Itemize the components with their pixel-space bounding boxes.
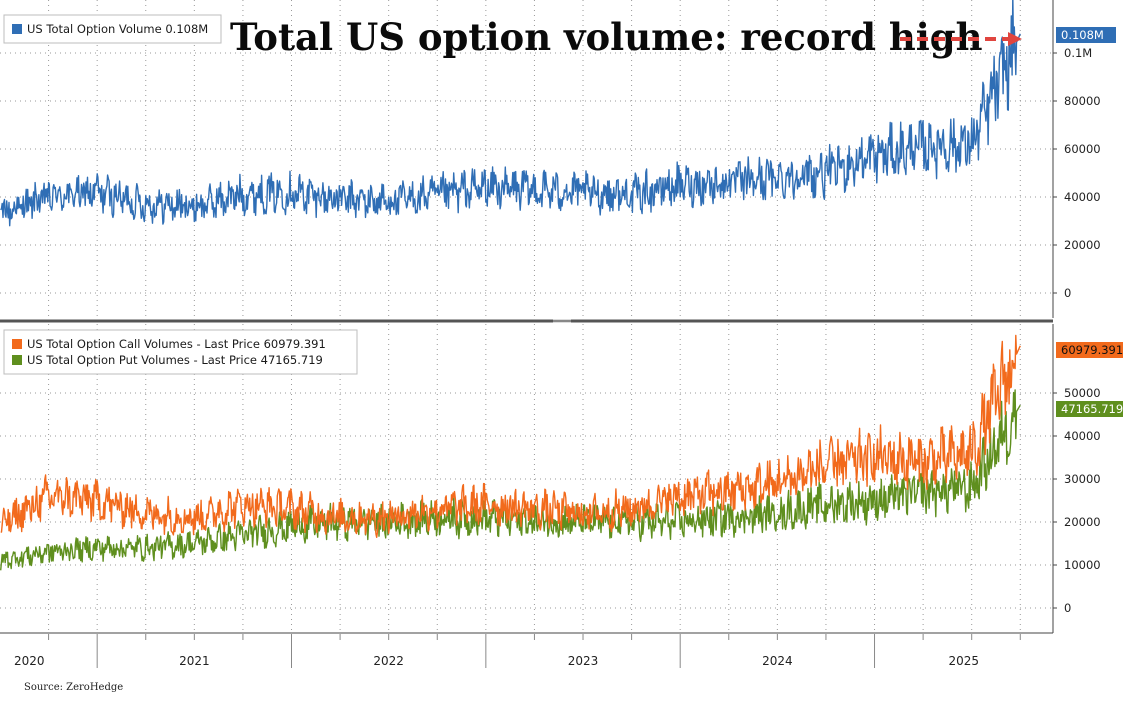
y-tick-label: 30000 bbox=[1064, 472, 1101, 486]
legend-swatch-call bbox=[12, 339, 22, 349]
top-legend-box bbox=[3, 14, 222, 44]
y-tick-label: 0.1M bbox=[1064, 46, 1092, 60]
top-panel-grid bbox=[0, 0, 1053, 318]
badge-total: 0.108M bbox=[1056, 27, 1116, 43]
bottom-y-axis-ticks: 0 10000 20000 30000 40000 50000 bbox=[1053, 386, 1101, 615]
x-tick-label: 2024 bbox=[762, 654, 793, 668]
badge-call-value: 60979.391 bbox=[1061, 343, 1123, 357]
legend-label-put: US Total Option Put Volumes - Last Price… bbox=[27, 353, 323, 367]
x-axis-labels: 2020 2021 2022 2023 2024 2025 bbox=[14, 654, 979, 668]
arrow-annotation bbox=[900, 32, 1022, 46]
legend-swatch-put bbox=[12, 355, 22, 365]
top-legend: US Total Option Volume 0.108M bbox=[3, 14, 222, 44]
y-tick-label: 20000 bbox=[1064, 238, 1101, 252]
badge-put-box bbox=[1056, 401, 1123, 417]
x-tick-label: 2021 bbox=[179, 654, 210, 668]
x-tick-label: 2022 bbox=[373, 654, 404, 668]
y-tick-label: 40000 bbox=[1064, 190, 1101, 204]
y-tick-label: 80000 bbox=[1064, 94, 1101, 108]
series-line-put-volumes bbox=[0, 389, 1021, 571]
legend-label-total: US Total Option Volume 0.108M bbox=[27, 22, 208, 36]
series-line-total-volume bbox=[0, 0, 1021, 227]
bottom-panel-series bbox=[0, 334, 1021, 571]
y-tick-label: 0 bbox=[1064, 286, 1071, 300]
series-line-call-volumes bbox=[0, 334, 1021, 538]
x-tick-label: 2020 bbox=[14, 654, 45, 668]
y-tick-label: 40000 bbox=[1064, 429, 1101, 443]
badge-put-value: 47165.719 bbox=[1061, 402, 1123, 416]
bottom-legend-box bbox=[3, 329, 358, 375]
x-tick-label: 2023 bbox=[568, 654, 599, 668]
y-tick-label: 60000 bbox=[1064, 142, 1101, 156]
top-y-axis-ticks: 0 20000 40000 60000 80000 0.1M bbox=[1053, 46, 1101, 300]
x-axis-ticks bbox=[48, 634, 1021, 668]
source-note: Source: ZeroHedge bbox=[24, 682, 123, 693]
top-panel-series bbox=[0, 0, 1021, 227]
y-tick-label: 0 bbox=[1064, 601, 1071, 615]
y-tick-label: 10000 bbox=[1064, 558, 1101, 572]
badge-put: 47165.719 bbox=[1056, 401, 1123, 417]
badge-call-box bbox=[1056, 342, 1123, 358]
arrow-head bbox=[1008, 32, 1022, 46]
y-tick-label: 20000 bbox=[1064, 515, 1101, 529]
badge-total-value: 0.108M bbox=[1061, 28, 1104, 42]
legend-label-call: US Total Option Call Volumes - Last Pric… bbox=[27, 337, 326, 351]
badge-call: 60979.391 bbox=[1056, 342, 1123, 358]
badge-total-box bbox=[1056, 27, 1116, 43]
x-tick-label: 2025 bbox=[948, 654, 979, 668]
headline-annotation: Total US option volume: record high bbox=[230, 15, 983, 59]
legend-swatch-total bbox=[12, 24, 22, 34]
bottom-legend: US Total Option Call Volumes - Last Pric… bbox=[3, 329, 358, 375]
y-tick-label: 50000 bbox=[1064, 386, 1101, 400]
